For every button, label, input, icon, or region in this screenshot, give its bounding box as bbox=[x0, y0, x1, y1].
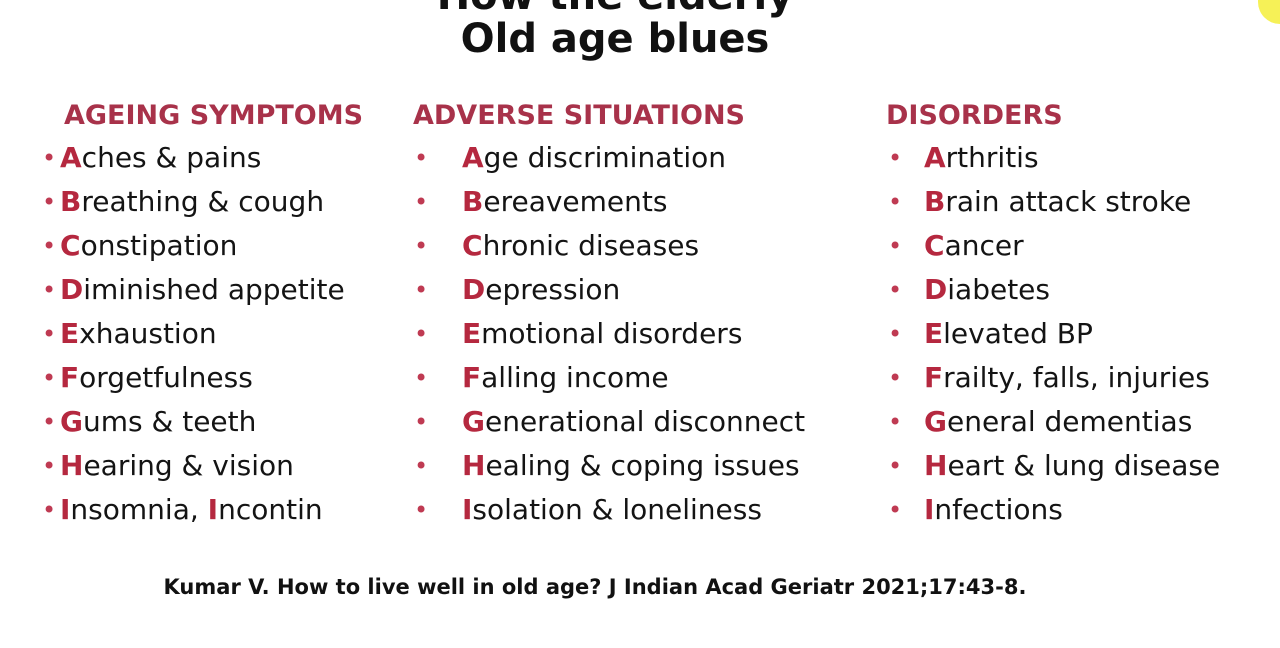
list-item-text: Arthritis bbox=[924, 141, 1039, 174]
list-item: • Brain attack stroke bbox=[882, 180, 1272, 224]
list-item-text: General dementias bbox=[924, 405, 1193, 438]
list-item-text: Heart & lung disease bbox=[924, 449, 1221, 482]
bullet-icon: • bbox=[42, 408, 57, 436]
column-ageing-symptoms: AGEING SYMPTOMS • Aches & pains • Breathin… bbox=[30, 96, 390, 532]
bullet-icon: • bbox=[42, 144, 57, 172]
list-item-text: Depression bbox=[462, 273, 621, 306]
list-item-text: Healing & coping issues bbox=[462, 449, 800, 482]
bullet-icon: • bbox=[414, 144, 429, 172]
column-disorders: DISORDERS • Arthritis • Brain attack strok… bbox=[882, 96, 1272, 532]
list-item-text: Generational disconnect bbox=[462, 405, 806, 438]
list-item-text: Falling income bbox=[462, 361, 669, 394]
list-item-text: Brain attack stroke bbox=[924, 185, 1192, 218]
list-item: • Gums & teeth bbox=[30, 400, 390, 444]
bullet-icon: • bbox=[888, 452, 903, 480]
bullet-icon: • bbox=[414, 364, 429, 392]
bullet-icon: • bbox=[888, 320, 903, 348]
list-item-text: Frailty, falls, injuries bbox=[924, 361, 1210, 394]
bullet-icon: • bbox=[414, 188, 429, 216]
list-item: • Bereavements bbox=[410, 180, 850, 224]
list-item: • Depression bbox=[410, 268, 850, 312]
bullet-icon: • bbox=[42, 496, 57, 524]
symptom-list: • Aches & pains • Breathing & cough • Const… bbox=[30, 136, 390, 532]
list-item-text: Emotional disorders bbox=[462, 317, 743, 350]
list-item-text: Gums & teeth bbox=[60, 405, 257, 438]
list-item-text: Constipation bbox=[60, 229, 238, 262]
bullet-icon: • bbox=[888, 188, 903, 216]
corner-highlight-mark bbox=[1258, 0, 1280, 24]
list-item: • Diminished appetite bbox=[30, 268, 390, 312]
bullet-icon: • bbox=[888, 364, 903, 392]
list-item-text: Diabetes bbox=[924, 273, 1050, 306]
disorder-list: • Arthritis • Brain attack stroke • Cancer … bbox=[882, 136, 1272, 532]
slide-title: Old age blues bbox=[460, 16, 770, 62]
bullet-icon: • bbox=[888, 408, 903, 436]
bullet-icon: • bbox=[42, 320, 57, 348]
bullet-icon: • bbox=[414, 276, 429, 304]
bullet-icon: • bbox=[42, 364, 57, 392]
list-item: • Breathing & cough bbox=[30, 180, 390, 224]
list-item: • Generational disconnect bbox=[410, 400, 850, 444]
list-item: • Isolation & loneliness bbox=[410, 488, 850, 532]
list-item: • Falling income bbox=[410, 356, 850, 400]
column-heading: DISORDERS bbox=[886, 100, 1063, 131]
list-item: • Heart & lung disease bbox=[882, 444, 1272, 488]
list-item: • Elevated BP bbox=[882, 312, 1272, 356]
bullet-icon: • bbox=[414, 232, 429, 260]
bullet-icon: • bbox=[888, 232, 903, 260]
list-item: • Frailty, falls, injuries bbox=[882, 356, 1272, 400]
list-item: • Insomnia, Incontin bbox=[30, 488, 390, 532]
bullet-icon: • bbox=[888, 496, 903, 524]
list-item-text: Chronic diseases bbox=[462, 229, 700, 262]
list-item: • Age discrimination bbox=[410, 136, 850, 180]
bullet-icon: • bbox=[42, 276, 57, 304]
list-item-text: Cancer bbox=[924, 229, 1024, 262]
list-item: • Chronic diseases bbox=[410, 224, 850, 268]
list-item: • Infections bbox=[882, 488, 1272, 532]
bullet-icon: • bbox=[414, 320, 429, 348]
citation-reference: Kumar V. How to live well in old age? J … bbox=[163, 575, 1027, 599]
list-item: • Constipation bbox=[30, 224, 390, 268]
list-item: • Healing & coping issues bbox=[410, 444, 850, 488]
list-item: • Exhaustion bbox=[30, 312, 390, 356]
bullet-icon: • bbox=[414, 452, 429, 480]
situation-list: • Age discrimination • Bereavements • Chron… bbox=[410, 136, 850, 532]
column-heading: AGEING SYMPTOMS bbox=[64, 100, 364, 131]
list-item-text: Forgetfulness bbox=[60, 361, 253, 394]
column-adverse-situations: ADVERSE SITUATIONS • Age discrimination •… bbox=[410, 96, 850, 532]
list-item: • Diabetes bbox=[882, 268, 1272, 312]
list-item: • Aches & pains bbox=[30, 136, 390, 180]
list-item-text: Aches & pains bbox=[60, 141, 262, 174]
list-item-text: Elevated BP bbox=[924, 317, 1093, 350]
bullet-icon: • bbox=[42, 232, 57, 260]
list-item-text: Diminished appetite bbox=[60, 273, 345, 306]
bullet-icon: • bbox=[42, 188, 57, 216]
list-item-text: Breathing & cough bbox=[60, 185, 325, 218]
column-heading: ADVERSE SITUATIONS bbox=[413, 100, 745, 131]
list-item-text: Infections bbox=[924, 493, 1063, 526]
list-item: • Arthritis bbox=[882, 136, 1272, 180]
list-item: • Hearing & vision bbox=[30, 444, 390, 488]
list-item-text: Age discrimination bbox=[462, 141, 726, 174]
bullet-icon: • bbox=[414, 408, 429, 436]
list-item-text: Isolation & loneliness bbox=[462, 493, 762, 526]
bullet-icon: • bbox=[888, 144, 903, 172]
list-item-text: Insomnia, Incontin bbox=[60, 493, 323, 526]
list-item: • Emotional disorders bbox=[410, 312, 850, 356]
list-item-text: Exhaustion bbox=[60, 317, 217, 350]
list-item: • Cancer bbox=[882, 224, 1272, 268]
list-item-text: Bereavements bbox=[462, 185, 668, 218]
bullet-icon: • bbox=[888, 276, 903, 304]
bullet-icon: • bbox=[42, 452, 57, 480]
slide-title-partial: How the elderly bbox=[0, 0, 1230, 18]
list-item-text: Hearing & vision bbox=[60, 449, 294, 482]
list-item: • Forgetfulness bbox=[30, 356, 390, 400]
bullet-icon: • bbox=[414, 496, 429, 524]
list-item: • General dementias bbox=[882, 400, 1272, 444]
